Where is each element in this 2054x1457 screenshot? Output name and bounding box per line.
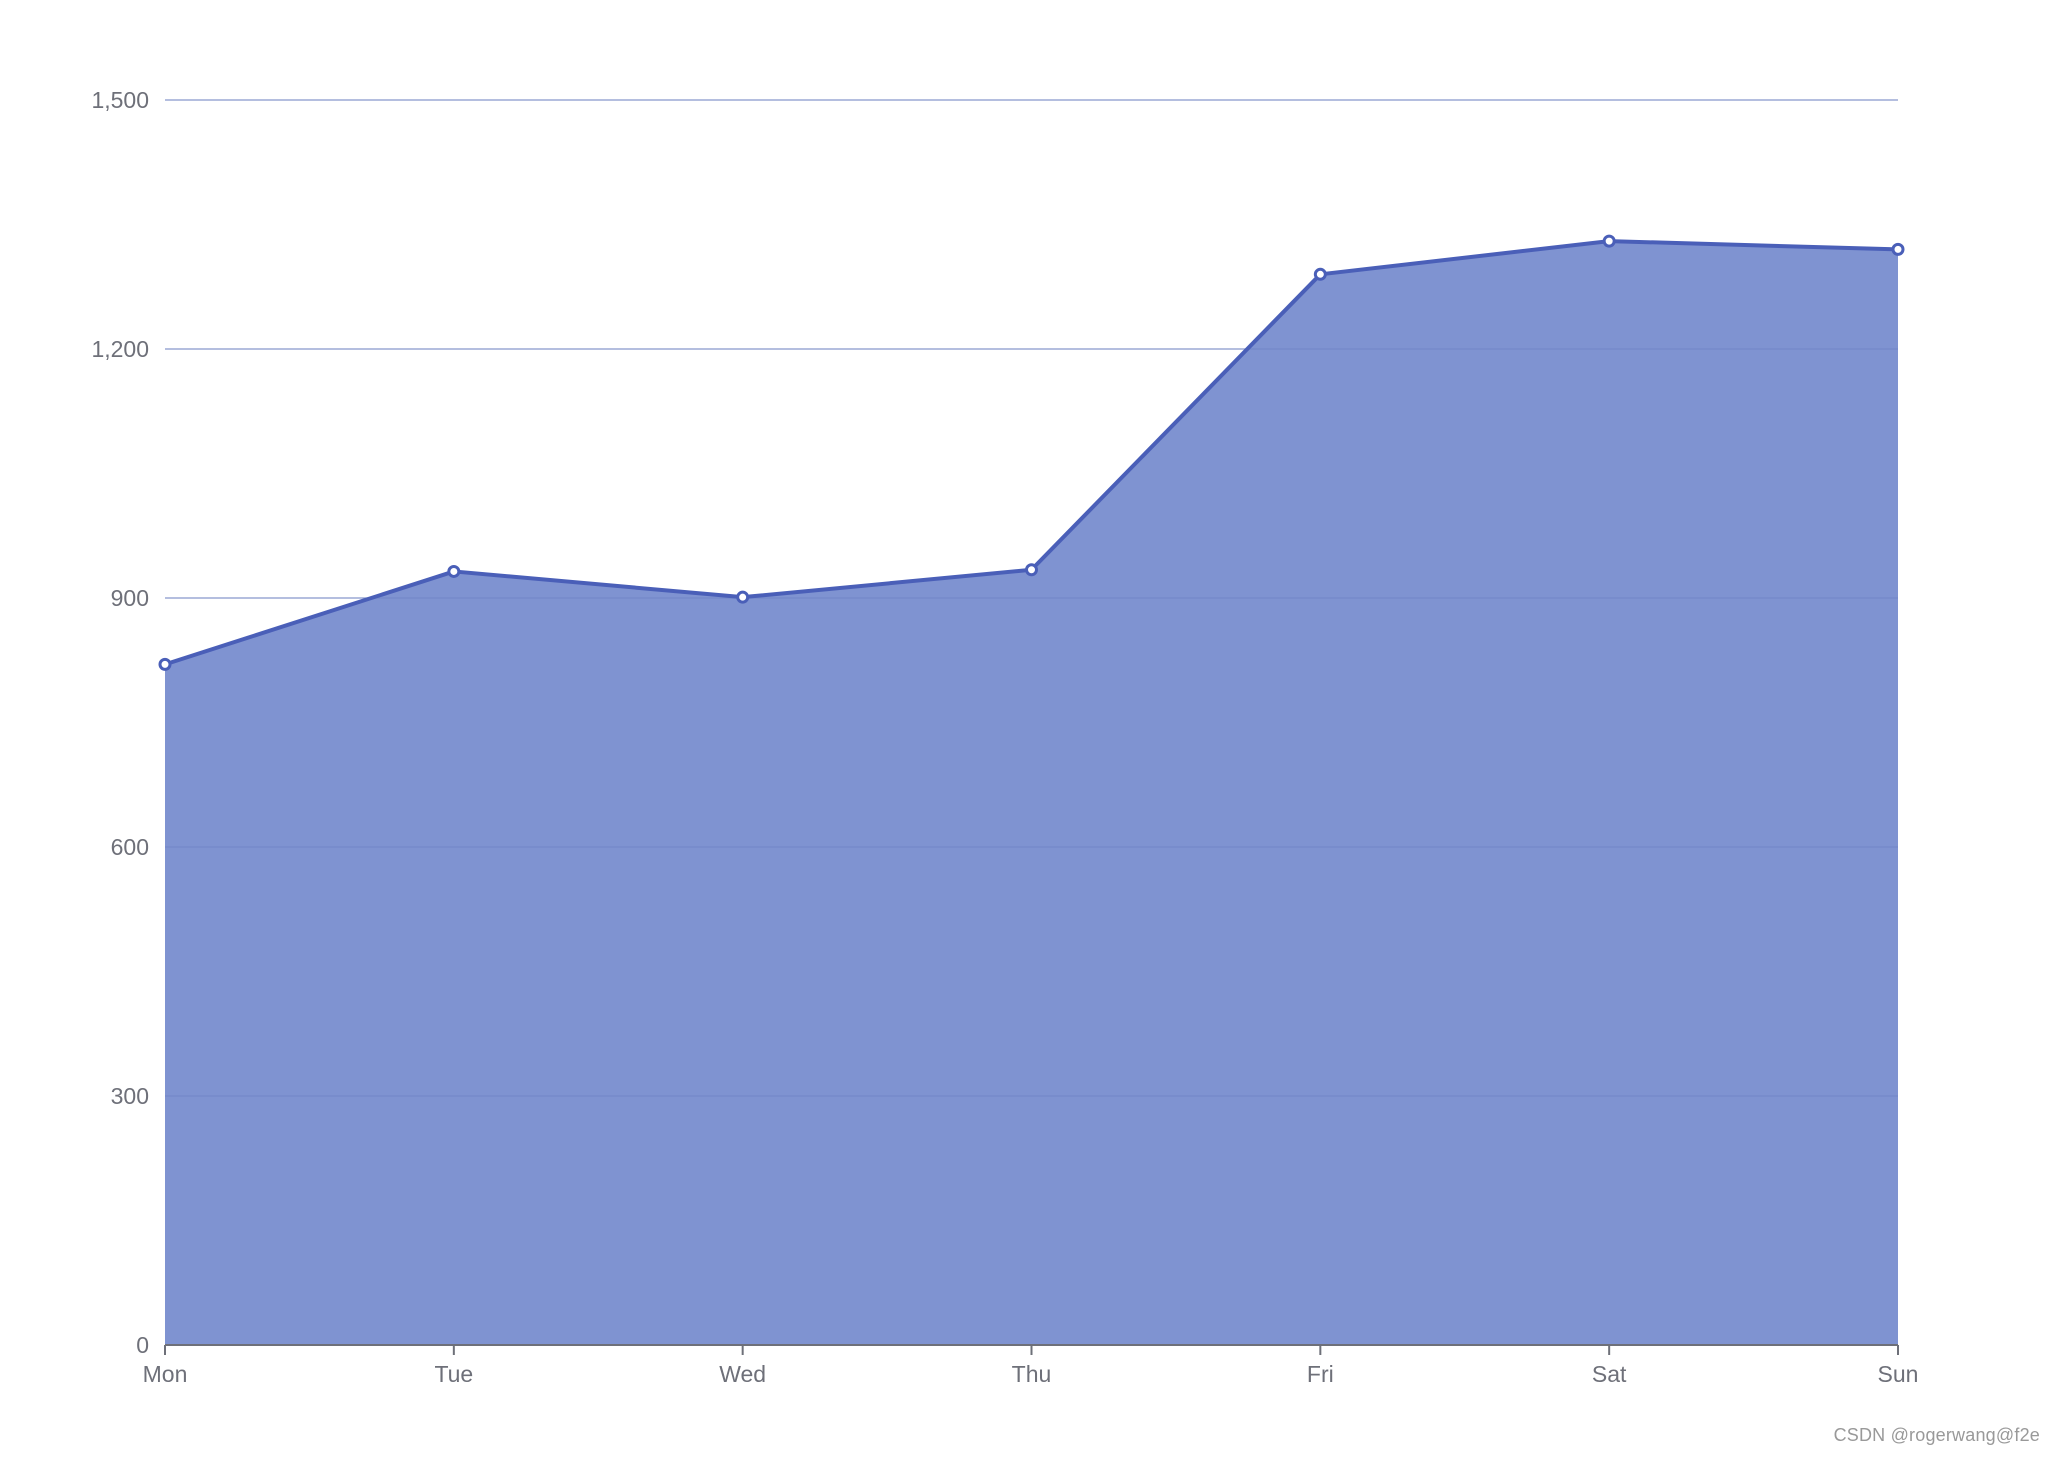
area-fill (165, 241, 1898, 1346)
data-point (1313, 267, 1327, 281)
watermark: CSDN @rogerwang@f2e (1833, 1425, 2040, 1445)
y-tick-label: 900 (111, 585, 149, 611)
x-tick-label: Fri (1307, 1361, 1334, 1387)
y-tick-label: 600 (111, 834, 149, 860)
x-tick-label: Tue (434, 1361, 473, 1387)
axis-layer (164, 1344, 1899, 1355)
data-point (158, 657, 172, 671)
data-point (1025, 563, 1038, 577)
x-tick-label: Sun (1878, 1361, 1919, 1387)
data-point (736, 590, 750, 604)
area-layer (165, 99, 1898, 1346)
x-tick-label: Mon (143, 1361, 188, 1387)
y-tick-label: 1,500 (91, 87, 149, 113)
data-point (1602, 234, 1616, 248)
data-point (1891, 242, 1905, 256)
x-tick-label: Thu (1012, 1361, 1052, 1387)
data-point (447, 564, 461, 578)
x-tick-label: Wed (719, 1361, 766, 1387)
y-tick-label: 0 (136, 1332, 149, 1358)
x-tick-label: Sat (1592, 1361, 1627, 1387)
marker-layer (158, 234, 1905, 671)
label-layer: 0 300 600 900 1,200 1,500 Mon Tue Wed Thu Fri Sat Su… (91, 87, 1918, 1387)
y-tick-label: 300 (111, 1083, 149, 1109)
y-tick-label: 1,200 (91, 336, 149, 362)
